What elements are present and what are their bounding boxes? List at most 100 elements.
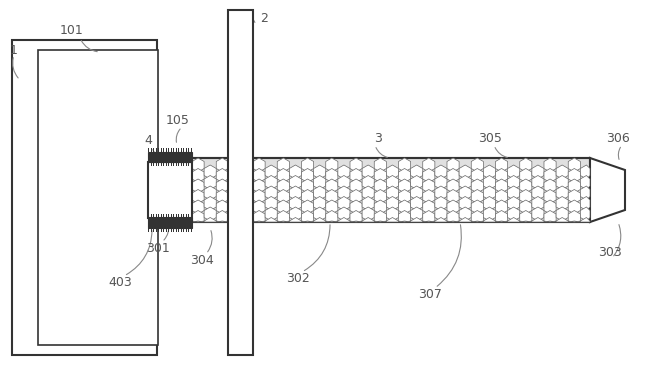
Bar [188, 228, 190, 232]
Polygon shape [326, 211, 338, 222]
Bar [161, 162, 162, 166]
Polygon shape [253, 169, 265, 182]
Polygon shape [423, 211, 435, 222]
Polygon shape [398, 221, 411, 222]
Polygon shape [423, 169, 435, 182]
Bar [163, 228, 165, 232]
Polygon shape [411, 196, 423, 211]
Bar [186, 162, 187, 166]
Polygon shape [507, 165, 519, 179]
Polygon shape [326, 169, 338, 182]
Bar [161, 148, 162, 152]
Bar [180, 162, 182, 166]
Bar [173, 148, 174, 152]
Polygon shape [411, 207, 423, 221]
Polygon shape [447, 158, 459, 172]
Polygon shape [302, 169, 314, 182]
Polygon shape [216, 158, 228, 172]
Polygon shape [289, 207, 302, 221]
Polygon shape [326, 200, 338, 214]
Bar [190, 228, 192, 232]
Polygon shape [496, 158, 507, 172]
Polygon shape [216, 211, 228, 222]
Polygon shape [350, 211, 362, 222]
Polygon shape [435, 165, 447, 179]
Polygon shape [580, 186, 590, 200]
Polygon shape [265, 218, 277, 222]
Polygon shape [289, 186, 302, 200]
Bar [170, 162, 172, 166]
Polygon shape [216, 179, 228, 193]
Polygon shape [590, 158, 625, 222]
Polygon shape [447, 189, 459, 204]
Polygon shape [519, 189, 532, 204]
Bar [173, 214, 174, 218]
Bar [166, 162, 167, 166]
Polygon shape [192, 179, 204, 193]
Bar [180, 228, 182, 232]
Polygon shape [204, 176, 216, 189]
Polygon shape [277, 169, 289, 182]
Bar [148, 152, 192, 162]
Polygon shape [302, 211, 314, 222]
Bar [156, 214, 157, 218]
Polygon shape [411, 176, 423, 189]
Polygon shape [362, 218, 374, 222]
Polygon shape [350, 200, 362, 214]
Polygon shape [302, 189, 314, 204]
Bar [151, 148, 152, 152]
Polygon shape [532, 176, 544, 189]
Polygon shape [544, 221, 556, 222]
Bar [161, 214, 162, 218]
Polygon shape [314, 165, 326, 179]
Polygon shape [544, 189, 556, 204]
Text: 4: 4 [144, 134, 152, 146]
Polygon shape [253, 200, 265, 214]
Polygon shape [277, 189, 289, 204]
Polygon shape [580, 165, 590, 179]
Bar [170, 228, 172, 232]
Polygon shape [302, 158, 314, 172]
Bar [156, 228, 157, 232]
Bar [163, 214, 165, 218]
Polygon shape [374, 211, 386, 222]
Polygon shape [519, 221, 532, 222]
Polygon shape [544, 179, 556, 193]
Polygon shape [350, 179, 362, 193]
Bar [190, 214, 192, 218]
Bar [151, 162, 152, 166]
Polygon shape [362, 196, 374, 211]
Polygon shape [507, 186, 519, 200]
Polygon shape [314, 196, 326, 211]
Polygon shape [350, 169, 362, 182]
Polygon shape [362, 207, 374, 221]
Polygon shape [544, 211, 556, 222]
Polygon shape [568, 179, 580, 193]
Polygon shape [265, 186, 277, 200]
Polygon shape [265, 165, 277, 179]
Polygon shape [216, 221, 228, 222]
Bar [153, 228, 155, 232]
Polygon shape [423, 189, 435, 204]
Polygon shape [362, 165, 374, 179]
Polygon shape [507, 218, 519, 222]
Bar [188, 214, 190, 218]
Polygon shape [302, 179, 314, 193]
Bar [170, 148, 172, 152]
Polygon shape [374, 200, 386, 214]
Bar [163, 148, 165, 152]
Polygon shape [192, 169, 204, 182]
Bar [153, 162, 155, 166]
Polygon shape [216, 169, 228, 182]
Polygon shape [568, 211, 580, 222]
Polygon shape [532, 207, 544, 221]
Polygon shape [459, 196, 472, 211]
Polygon shape [447, 200, 459, 214]
Polygon shape [519, 200, 532, 214]
Polygon shape [326, 179, 338, 193]
Bar [188, 162, 190, 166]
Polygon shape [423, 221, 435, 222]
Text: 301: 301 [146, 242, 170, 254]
Polygon shape [411, 218, 423, 222]
Polygon shape [338, 165, 350, 179]
